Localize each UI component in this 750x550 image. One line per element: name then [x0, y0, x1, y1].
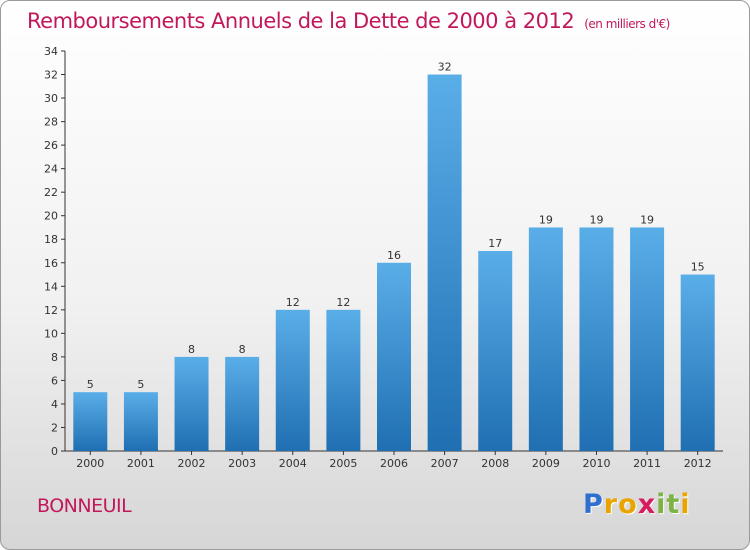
x-tick-label: 2009	[532, 457, 560, 470]
x-tick-label: 2007	[431, 457, 459, 470]
y-tick-label: 30	[44, 92, 58, 105]
bar	[630, 227, 665, 451]
logo-letter: r	[603, 489, 619, 520]
bar-value-label: 12	[286, 296, 300, 309]
logo-letter: i	[656, 489, 667, 520]
y-tick-label: 0	[51, 445, 58, 458]
bar	[326, 309, 361, 451]
y-tick-label: 2	[51, 421, 58, 434]
y-tick-label: 10	[44, 327, 58, 340]
y-tick-label: 6	[51, 374, 58, 387]
chart-title-text: Remboursements Annuels de la Dette de 20…	[27, 9, 575, 33]
bar	[225, 356, 260, 451]
x-tick-label: 2005	[329, 457, 357, 470]
logo-letter: t	[666, 489, 681, 520]
bar-value-label: 5	[87, 378, 94, 391]
bar-value-label: 12	[336, 296, 350, 309]
x-tick-label: 2008	[481, 457, 509, 470]
bar-value-label: 19	[539, 213, 553, 226]
bar-value-label: 16	[387, 249, 401, 262]
bar	[427, 74, 462, 451]
bar	[73, 392, 108, 451]
bar-value-label: 5	[137, 378, 144, 391]
y-tick-label: 28	[44, 116, 58, 129]
bar-value-label: 8	[239, 343, 246, 356]
y-tick-label: 22	[44, 186, 58, 199]
y-tick-label: 18	[44, 233, 58, 246]
y-tick-label: 16	[44, 257, 58, 270]
logo-letter: i	[680, 489, 691, 520]
x-tick-label: 2006	[380, 457, 408, 470]
bar	[579, 227, 614, 451]
bar-value-label: 15	[691, 261, 705, 274]
y-tick-label: 34	[44, 45, 58, 58]
x-tick-label: 2000	[76, 457, 104, 470]
bar	[174, 356, 209, 451]
bar-value-label: 19	[640, 213, 654, 226]
bar	[275, 309, 310, 451]
bar	[478, 251, 513, 451]
y-tick-label: 26	[44, 139, 58, 152]
proxiti-logo: Proxiti	[583, 489, 691, 520]
chart-title: Remboursements Annuels de la Dette de 20…	[27, 9, 670, 33]
x-tick-label: 2012	[684, 457, 712, 470]
bar	[528, 227, 563, 451]
y-tick-label: 24	[44, 163, 58, 176]
logo-letter: x	[637, 489, 657, 520]
y-tick-label: 14	[44, 280, 58, 293]
bar-value-label: 17	[488, 237, 502, 250]
bar-value-label: 19	[589, 213, 603, 226]
x-tick-label: 2004	[279, 457, 307, 470]
x-tick-label: 2003	[228, 457, 256, 470]
x-tick-label: 2001	[127, 457, 155, 470]
x-tick-label: 2011	[633, 457, 661, 470]
town-name: BONNEUIL	[37, 495, 132, 517]
bar	[123, 392, 158, 451]
x-tick-label: 2002	[178, 457, 206, 470]
y-tick-label: 32	[44, 69, 58, 82]
logo-letter: o	[618, 489, 638, 520]
logo-letter: P	[583, 489, 604, 520]
y-tick-label: 20	[44, 210, 58, 223]
bar	[680, 274, 715, 451]
bar-value-label: 32	[438, 61, 452, 74]
bar-value-label: 8	[188, 343, 195, 356]
y-tick-label: 4	[51, 398, 58, 411]
y-tick-label: 12	[44, 304, 58, 317]
unit-note: (en milliers d'€)	[584, 17, 670, 31]
x-tick-label: 2010	[582, 457, 610, 470]
bar	[377, 262, 411, 451]
y-tick-label: 8	[51, 351, 58, 364]
